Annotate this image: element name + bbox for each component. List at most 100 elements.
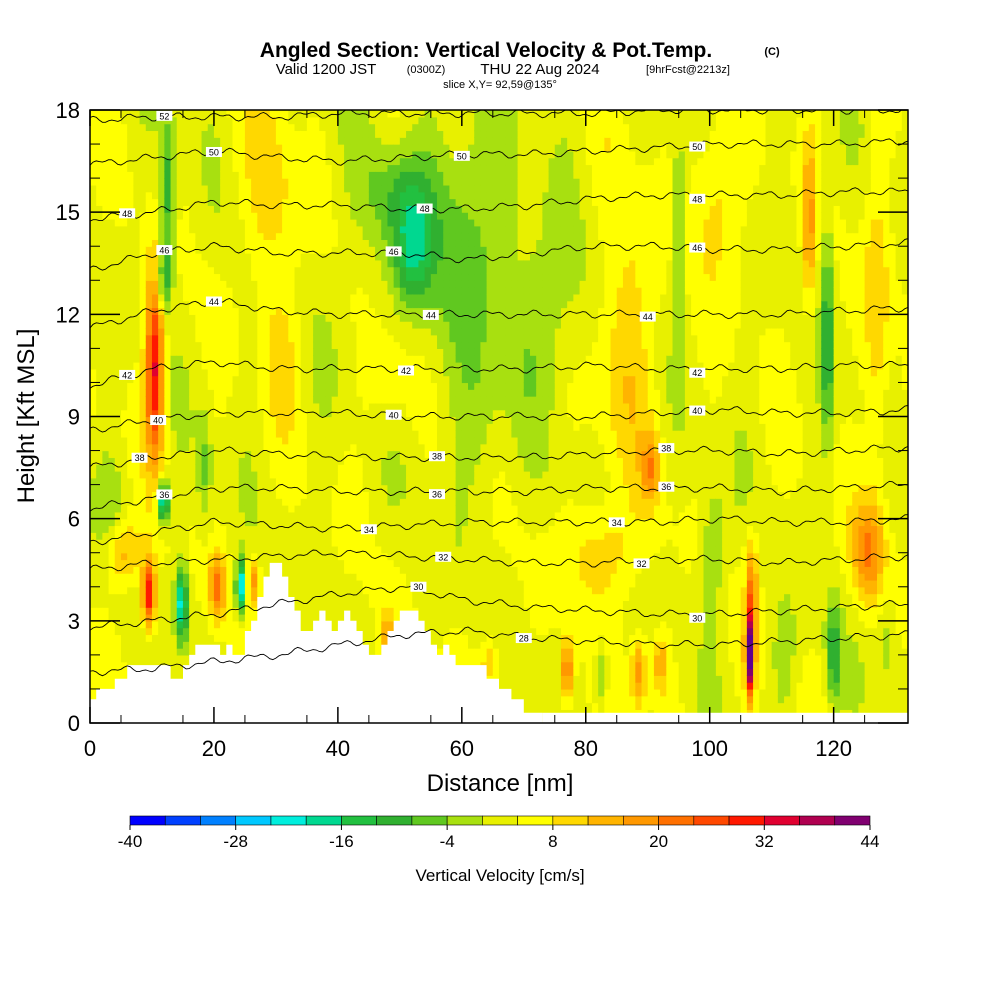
velocity-cell [158, 566, 165, 574]
velocity-cell [207, 443, 215, 452]
velocity-cell [313, 184, 320, 193]
velocity-cell [213, 416, 221, 424]
velocity-cell [127, 341, 134, 349]
velocity-cell [244, 191, 252, 200]
velocity-cell [282, 539, 289, 547]
velocity-cell [207, 525, 215, 533]
velocity-cell [381, 232, 389, 241]
velocity-cell [288, 321, 296, 329]
velocity-cell [220, 450, 227, 458]
velocity-cell [368, 559, 376, 567]
velocity-cell [151, 171, 159, 179]
velocity-cell [90, 157, 97, 166]
velocity-cell [108, 327, 116, 336]
velocity-cell [344, 273, 351, 281]
velocity-cell [96, 396, 103, 404]
velocity-cell [238, 327, 246, 336]
velocity-cell [418, 123, 426, 132]
velocity-cell [251, 150, 258, 159]
velocity-cell [300, 232, 308, 241]
velocity-cell [362, 341, 370, 349]
velocity-cell [387, 293, 395, 302]
velocity-cell [96, 321, 103, 329]
velocity-cell [102, 409, 110, 418]
velocity-cell [288, 348, 296, 356]
velocity-cell [133, 287, 141, 295]
velocity-cell [189, 450, 196, 458]
velocity-cell [368, 246, 376, 254]
velocity-cell [127, 573, 134, 581]
velocity-cell [244, 436, 252, 445]
velocity-cell [120, 293, 128, 302]
velocity-cell [139, 362, 147, 370]
velocity-cell [418, 525, 426, 533]
velocity-cell [182, 641, 190, 649]
velocity-cell [108, 287, 116, 295]
velocity-cell [170, 389, 178, 397]
velocity-cell [90, 341, 97, 349]
velocity-cell [412, 307, 420, 315]
velocity-cell [381, 552, 389, 561]
velocity-cell [114, 225, 122, 234]
velocity-cell [176, 559, 184, 567]
velocity-cell [306, 191, 314, 200]
velocity-cell [226, 150, 234, 159]
velocity-cell [331, 164, 339, 172]
velocity-cell [306, 443, 314, 452]
velocity-cell [182, 321, 190, 329]
velocity-cell [381, 416, 389, 424]
velocity-cell [406, 321, 413, 329]
velocity-cell [263, 409, 271, 418]
velocity-cell [424, 362, 432, 370]
velocity-cell [164, 525, 172, 533]
velocity-cell [399, 586, 407, 595]
velocity-cell [158, 171, 165, 179]
velocity-cell [393, 184, 401, 193]
velocity-cell [182, 620, 190, 629]
velocity-cell [424, 450, 432, 458]
velocity-cell [139, 184, 147, 193]
velocity-cell [238, 573, 246, 581]
velocity-cell [201, 552, 209, 561]
velocity-cell [263, 436, 271, 445]
velocity-cell [412, 348, 420, 356]
velocity-cell [120, 648, 128, 656]
velocity-cell [418, 150, 426, 159]
velocity-cell [145, 327, 153, 336]
velocity-cell [362, 314, 370, 322]
velocity-cell [108, 171, 116, 179]
velocity-cell [114, 280, 122, 288]
velocity-cell [412, 539, 420, 547]
velocity-cell [90, 321, 97, 329]
velocity-cell [313, 362, 320, 370]
velocity-cell [145, 654, 153, 663]
velocity-cell [226, 573, 234, 581]
velocity-cell [424, 287, 432, 295]
velocity-cell [350, 287, 358, 295]
velocity-cell [145, 607, 153, 615]
velocity-cell [164, 634, 172, 642]
velocity-cell [412, 600, 420, 608]
velocity-cell [195, 634, 203, 642]
velocity-cell [127, 280, 134, 288]
velocity-cell [182, 157, 190, 166]
velocity-cell [120, 191, 128, 200]
velocity-cell [344, 450, 351, 458]
velocity-cell [263, 150, 271, 159]
velocity-cell [282, 314, 289, 322]
velocity-cell [213, 484, 221, 493]
velocity-cell [406, 491, 413, 499]
velocity-cell [108, 184, 116, 193]
velocity-cell [269, 396, 277, 404]
velocity-cell [375, 259, 382, 268]
velocity-cell [356, 539, 364, 547]
velocity-cell [406, 539, 413, 547]
velocity-cell [96, 212, 103, 220]
velocity-cell [114, 525, 122, 533]
velocity-cell [170, 150, 178, 159]
velocity-cell [275, 477, 283, 486]
velocity-cell [213, 321, 221, 329]
velocity-cell [300, 586, 308, 595]
velocity-cell [108, 491, 116, 499]
velocity-cell [182, 498, 190, 506]
